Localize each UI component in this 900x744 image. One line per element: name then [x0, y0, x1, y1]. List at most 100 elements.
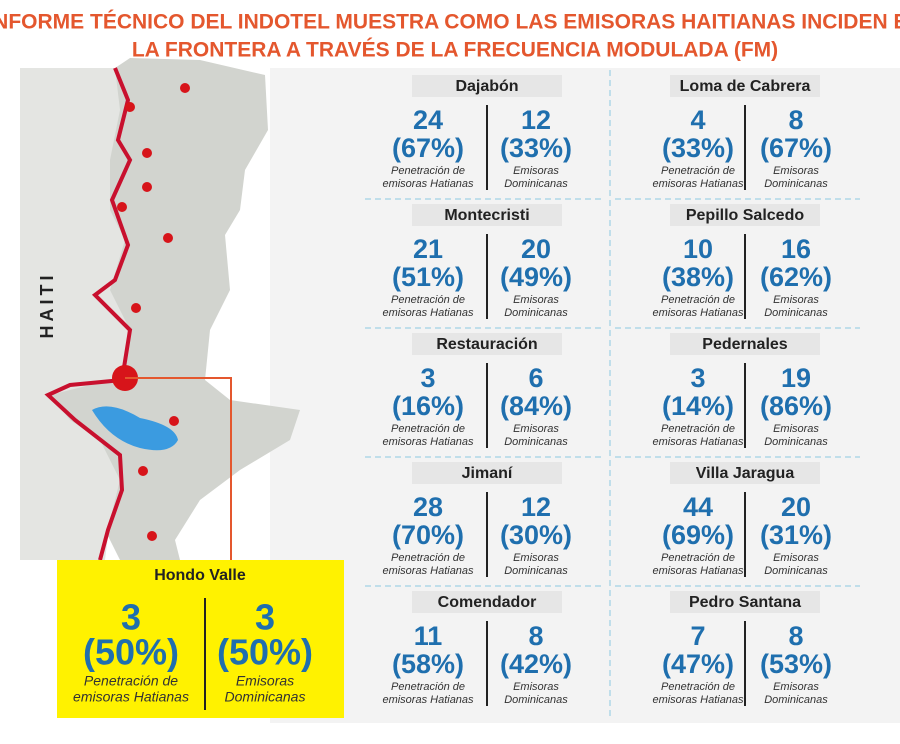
haitian-caption: emisoras Hatianas — [382, 565, 474, 577]
dominican-caption: Dominicanas — [764, 565, 828, 577]
town-name: Pedro Santana — [689, 594, 801, 611]
dominican-caption: Dominicanas — [504, 565, 568, 577]
haitian-caption: Penetración de — [391, 165, 465, 177]
haitian-share: (33%) — [662, 133, 734, 163]
haitian-caption: emisoras Hatianas — [382, 178, 474, 190]
dominican-count: 19 — [781, 363, 811, 393]
town-name-box — [412, 591, 562, 613]
dominican-share: (33%) — [500, 133, 572, 163]
haitian-share: (70%) — [392, 520, 464, 550]
featured-box — [57, 560, 344, 718]
haitian-share: (50%) — [83, 632, 179, 673]
dominican-share: (53%) — [760, 649, 832, 679]
dominican-caption: Dominicanas — [504, 694, 568, 706]
town-name-box — [670, 591, 820, 613]
dominican-count: 6 — [528, 363, 543, 393]
haitian-caption: Penetración de — [661, 552, 735, 564]
callout-line — [125, 377, 232, 562]
town-name-box — [412, 333, 562, 355]
town-name: Loma de Cabrera — [680, 78, 811, 95]
dominican-caption: Emisoras — [773, 294, 819, 306]
dominican-caption: Emisoras — [236, 673, 294, 689]
haitian-share: (58%) — [392, 649, 464, 679]
town-name: Pepillo Salcedo — [686, 207, 804, 224]
town-name: Jimaní — [462, 465, 513, 482]
town-dots — [112, 83, 190, 541]
dominican-count: 8 — [788, 621, 803, 651]
haitian-count: 3 — [121, 597, 141, 638]
dominican-count: 20 — [521, 234, 551, 264]
map-background — [270, 68, 900, 723]
haitian-caption: Penetración de — [391, 423, 465, 435]
haitian-caption: Penetración de — [84, 673, 178, 689]
dominican-caption: Emisoras — [513, 294, 559, 306]
haitian-caption: emisoras Hatianas — [382, 436, 474, 448]
dominican-caption: Dominicanas — [225, 689, 306, 705]
dominican-caption: Emisoras — [773, 552, 819, 564]
featured-name: Hondo Valle — [154, 567, 246, 584]
haitian-count: 10 — [683, 234, 713, 264]
town-name-box — [412, 204, 562, 226]
haitian-count: 3 — [690, 363, 705, 393]
haitian-caption: Penetración de — [661, 681, 735, 693]
haitian-caption: emisoras Hatianas — [652, 565, 744, 577]
dominican-caption: Emisoras — [513, 423, 559, 435]
haitian-share: (69%) — [662, 520, 734, 550]
dominican-caption: Emisoras — [773, 423, 819, 435]
dominican-share: (50%) — [217, 632, 313, 673]
town-name: Restauración — [436, 336, 537, 353]
dominican-caption: Emisoras — [513, 165, 559, 177]
haitian-share: (14%) — [662, 391, 734, 421]
dominican-count: 20 — [781, 492, 811, 522]
border-line — [44, 67, 133, 561]
haitian-caption: emisoras Hatianas — [73, 689, 189, 705]
haitian-share: (51%) — [392, 262, 464, 292]
town-name: Comendador — [438, 594, 537, 611]
dominican-caption: Dominicanas — [764, 178, 828, 190]
dominican-share: (86%) — [760, 391, 832, 421]
dominican-caption: Emisoras — [773, 681, 819, 693]
dominican-count: 8 — [528, 621, 543, 651]
town-name-box — [412, 75, 562, 97]
dominican-caption: Dominicanas — [764, 694, 828, 706]
dominican-count: 8 — [788, 105, 803, 135]
dominican-share: (42%) — [500, 649, 572, 679]
dominican-count: 3 — [255, 597, 275, 638]
country-label: HAITI — [37, 272, 57, 339]
dominican-caption: Dominicanas — [504, 307, 568, 319]
town-name: Montecristi — [444, 207, 529, 224]
haitian-caption: Penetración de — [391, 681, 465, 693]
haitian-count: 44 — [683, 492, 713, 522]
dominican-share: (49%) — [500, 262, 572, 292]
dominican-caption: Emisoras — [773, 165, 819, 177]
haitian-share: (47%) — [662, 649, 734, 679]
dominican-share: (67%) — [760, 133, 832, 163]
haitian-caption: emisoras Hatianas — [652, 307, 744, 319]
town-name-box — [670, 204, 820, 226]
haitian-caption: emisoras Hatianas — [652, 436, 744, 448]
title-line: INFORME TÉCNICO DEL INDOTEL MUESTRA COMO… — [0, 11, 900, 34]
dominican-count: 16 — [781, 234, 811, 264]
dominican-share: (62%) — [760, 262, 832, 292]
town-name: Pedernales — [702, 336, 787, 353]
haitian-count: 4 — [690, 105, 705, 135]
haitian-caption: Penetración de — [661, 165, 735, 177]
town-name-box — [670, 333, 820, 355]
dominican-caption: Dominicanas — [504, 178, 568, 190]
haitian-share: (38%) — [662, 262, 734, 292]
dominican-caption: Dominicanas — [764, 307, 828, 319]
haitian-count: 3 — [420, 363, 435, 393]
haitian-count: 28 — [413, 492, 443, 522]
town-name-box — [412, 462, 562, 484]
haitian-caption: emisoras Hatianas — [382, 307, 474, 319]
haitian-caption: Penetración de — [391, 294, 465, 306]
title-line: LA FRONTERA A TRAVÉS DE LA FRECUENCIA MO… — [132, 39, 778, 62]
dominican-caption: Emisoras — [513, 552, 559, 564]
town-name: Villa Jaragua — [696, 465, 795, 482]
haitian-caption: emisoras Hatianas — [652, 178, 744, 190]
featured-town: Hondo Valle 3 (50%) Penetración de emiso… — [57, 560, 344, 718]
haiti-land — [20, 68, 130, 560]
haitian-share: (67%) — [392, 133, 464, 163]
